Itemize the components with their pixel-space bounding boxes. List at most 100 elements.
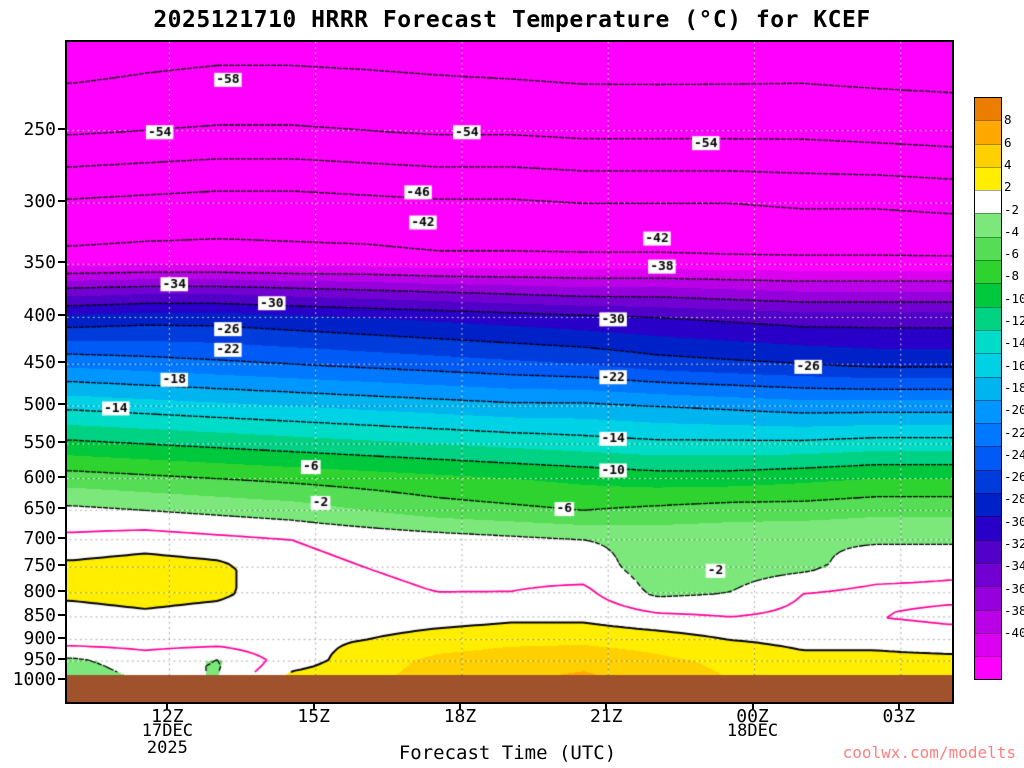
colorbar-tick-label: -12 [1004, 313, 1024, 328]
y-tick-label: 400 [23, 305, 56, 327]
colorbar-tick-label: -10 [1004, 290, 1024, 306]
y-tick-mark [58, 403, 65, 406]
y-tick-mark [58, 678, 65, 681]
y-tick-mark [58, 361, 65, 364]
y-tick-mark [58, 127, 65, 130]
colorbar-tick-label: -38 [1004, 602, 1024, 618]
chart-title: 2025121710 HRRR Forecast Temperature (°C… [153, 7, 871, 33]
colorbar-segment [975, 166, 1001, 191]
y-tick-label: 900 [23, 627, 56, 649]
y-tick-label: 1000 [12, 669, 56, 691]
x-tick-mark [312, 702, 315, 709]
y-tick-label: 700 [23, 527, 56, 549]
x-tick-label: 00Z [736, 706, 769, 727]
y-tick-label: 450 [23, 352, 56, 374]
y-tick-mark [58, 589, 65, 592]
colorbar-tick-label: -14 [1004, 335, 1024, 351]
colorbar-tick-label: -30 [1004, 513, 1024, 529]
colorbar-segment [975, 446, 1001, 470]
y-tick-label: 250 [23, 118, 56, 140]
colorbar-segment [975, 143, 1001, 167]
y-tick-label: 300 [23, 191, 56, 213]
colorbar-tick-label: -2 [1004, 201, 1020, 217]
colorbar-tick-label: -18 [1004, 379, 1024, 395]
y-tick-label: 850 [23, 604, 56, 626]
colorbar-segment [975, 656, 1001, 680]
colorbar-segment [975, 190, 1001, 214]
colorbar-segment [975, 353, 1001, 377]
x-date-label: 2025 [146, 738, 188, 758]
colorbar-segment [975, 236, 1001, 261]
colorbar-segment [975, 399, 1001, 424]
watermark-text: coolwx.com/modelts [842, 743, 1016, 762]
colorbar-segment [975, 306, 1001, 330]
x-date-label: 17DEC [141, 721, 193, 741]
y-tick-mark [58, 440, 65, 443]
y-tick-mark [58, 314, 65, 317]
colorbar-segment [975, 586, 1001, 610]
colorbar-segment [975, 493, 1001, 517]
y-tick-mark [58, 536, 65, 539]
y-tick-label: 350 [23, 252, 56, 274]
y-tick-mark [58, 564, 65, 567]
y-tick-mark [58, 613, 65, 616]
x-tick-mark [458, 702, 461, 709]
x-tick-mark [605, 702, 608, 709]
colorbar-segment [975, 283, 1001, 307]
y-tick-mark [58, 658, 65, 661]
colorbar-tick-label: -20 [1004, 402, 1024, 418]
y-tick-mark [58, 475, 65, 478]
y-tick-mark [58, 261, 65, 264]
y-tick-mark [58, 636, 65, 639]
x-tick-mark [166, 702, 169, 709]
colorbar-tick-label: -6 [1004, 246, 1020, 262]
colorbar-tick-label: -24 [1004, 446, 1024, 462]
temperature-colorbar [974, 97, 1002, 681]
colorbar-tick-label: -16 [1004, 357, 1024, 373]
colorbar-segment [975, 213, 1001, 237]
colorbar-tick-label: -26 [1004, 469, 1024, 485]
colorbar-tick-label: -36 [1004, 580, 1024, 596]
colorbar-segment [975, 376, 1001, 400]
colorbar-tick-label: -34 [1004, 558, 1024, 574]
colorbar-tick-label: 4 [1004, 156, 1012, 172]
y-tick-label: 500 [23, 394, 56, 416]
x-date-label: 18DEC [726, 721, 779, 741]
y-tick-label: 750 [23, 555, 56, 577]
colorbar-segment [975, 98, 1001, 121]
colorbar-segment [975, 469, 1001, 494]
colorbar-segment [975, 609, 1001, 633]
colorbar-tick-label: -4 [1004, 223, 1020, 239]
x-tick-label: 18Z [443, 706, 477, 727]
colorbar-segment [975, 260, 1001, 284]
y-tick-label: 600 [23, 466, 56, 488]
x-tick-label: 03Z [882, 706, 916, 727]
colorbar-segment [975, 423, 1001, 447]
colorbar-tick-label: 2 [1004, 179, 1012, 195]
colorbar-segment [975, 539, 1001, 563]
y-tick-label: 800 [23, 580, 56, 602]
x-tick-mark [751, 702, 754, 709]
colorbar-tick-label: 6 [1004, 134, 1012, 150]
x-tick-label: 21Z [589, 706, 623, 727]
colorbar-tick-label: -32 [1004, 536, 1024, 551]
y-tick-label: 550 [23, 431, 56, 453]
x-tick-mark [897, 702, 900, 709]
colorbar-segment [975, 329, 1001, 354]
colorbar-segment [975, 516, 1001, 540]
colorbar-tick-label: -22 [1004, 424, 1024, 440]
y-tick-mark [58, 507, 65, 510]
colorbar-segment [975, 632, 1001, 657]
colorbar-segment [975, 562, 1001, 587]
y-tick-label: 650 [23, 498, 56, 520]
temperature-cross-section-plot [65, 40, 954, 704]
colorbar-tick-label: -8 [1004, 268, 1020, 284]
x-tick-label: 15Z [297, 706, 330, 727]
x-axis-title: Forecast Time (UTC) [398, 742, 617, 764]
colorbar-tick-label: 8 [1004, 112, 1012, 128]
x-tick-label: 12Z [151, 706, 184, 727]
y-tick-label: 950 [23, 649, 56, 671]
colorbar-tick-label: -40 [1004, 625, 1024, 641]
y-tick-mark [58, 200, 65, 203]
